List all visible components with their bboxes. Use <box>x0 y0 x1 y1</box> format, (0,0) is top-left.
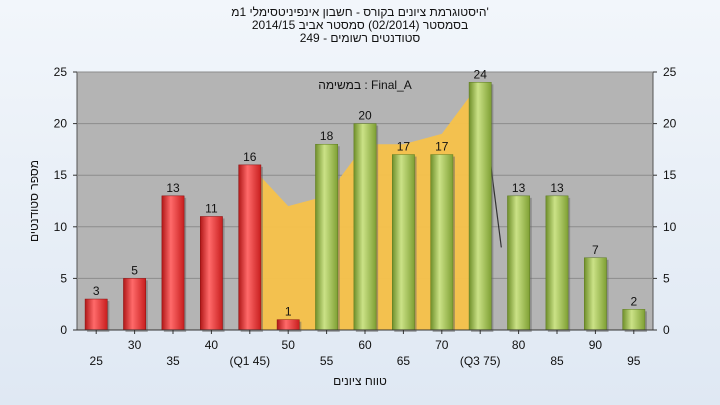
chart-title-line-2: בסמסטר (02/2014) סמסטר אביב 2014/15 <box>251 18 469 32</box>
data-label: 13 <box>512 181 526 195</box>
data-label: 18 <box>320 129 334 143</box>
x-tick-label: 70 <box>435 338 449 352</box>
bar <box>238 164 262 331</box>
data-label: 13 <box>166 181 180 195</box>
y-tick-label-right: 25 <box>663 65 677 79</box>
bar <box>84 298 108 331</box>
bar <box>200 216 223 331</box>
bar <box>315 143 338 331</box>
chart-title-line-1: 'היסטוגרמת ציונים בקורס - חשבון אינפיניט… <box>231 5 489 19</box>
x-axis-title: טווח ציונים <box>333 374 387 388</box>
data-label: 1 <box>285 305 292 319</box>
y-axis-title: מספר סטודנטים <box>27 160 41 242</box>
x-tick-label: 50 <box>282 338 296 352</box>
bar <box>161 195 185 331</box>
data-label: 3 <box>93 284 100 298</box>
data-labels: 3 5 13 11 16 1 18 20 17 17 24 13 13 7 2 <box>93 67 638 318</box>
x-tick-label: 80 <box>512 338 526 352</box>
y-tick-label-right: 10 <box>663 220 677 234</box>
y-tick-label-right: 5 <box>663 271 670 285</box>
x-tick-label: 85 <box>550 354 564 368</box>
data-label: 16 <box>243 150 257 164</box>
bar <box>507 195 530 331</box>
y-tick-label-right: 20 <box>663 117 677 131</box>
bar <box>468 82 492 331</box>
x-tick-label: 55 <box>320 354 334 368</box>
y-tick-label-left: 20 <box>54 117 68 131</box>
x-tick-label: 35 <box>166 354 180 368</box>
data-label: 24 <box>474 67 488 81</box>
x-tick-label: 65 <box>397 354 411 368</box>
data-label: 20 <box>358 109 372 123</box>
bar <box>545 195 569 331</box>
data-label: 17 <box>397 140 411 154</box>
data-label: 7 <box>592 243 599 257</box>
x-tick-label: (Q1 45) <box>229 354 270 368</box>
bar <box>392 154 415 331</box>
x-tick-label: 95 <box>627 354 641 368</box>
bar <box>622 309 646 331</box>
y-tick-label-right: 15 <box>663 168 677 182</box>
data-label: 2 <box>630 294 637 308</box>
bar <box>123 278 146 331</box>
x-tick-label: 40 <box>205 338 219 352</box>
y-tick-label-left: 15 <box>54 168 68 182</box>
annotation-text: במשימה : Final_A <box>318 78 412 92</box>
y-tick-label-left: 25 <box>54 65 68 79</box>
x-tick-label: 30 <box>128 338 142 352</box>
data-label: 17 <box>435 140 449 154</box>
y-tick-label-left: 0 <box>60 323 67 337</box>
x-tick-label: 90 <box>589 338 603 352</box>
bars <box>84 82 647 332</box>
bar <box>430 154 454 331</box>
x-tick-label: (Q3 75) <box>460 354 501 368</box>
data-label: 5 <box>131 263 138 277</box>
data-label: 11 <box>205 201 218 215</box>
y-tick-label-left: 10 <box>54 220 68 234</box>
data-label: 13 <box>550 181 564 195</box>
x-tick-label: 60 <box>358 338 372 352</box>
x-tick-label: 25 <box>90 354 104 368</box>
y-tick-label-right: 0 <box>663 323 670 337</box>
bar <box>353 123 377 331</box>
bar <box>584 257 607 331</box>
chart-title-line-3: סטודנטים רשומים - 249 <box>299 31 421 45</box>
bar <box>276 319 300 331</box>
y-tick-label-left: 5 <box>60 271 67 285</box>
